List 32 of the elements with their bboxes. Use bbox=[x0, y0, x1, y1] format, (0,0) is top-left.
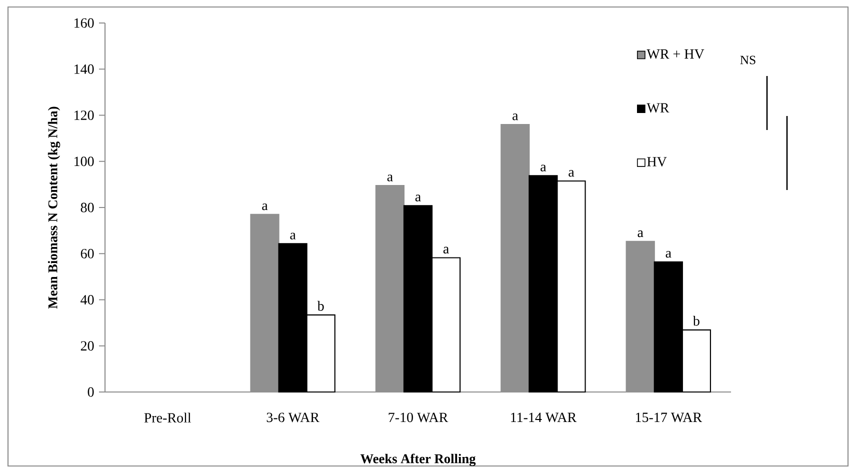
annotation: a bbox=[666, 250, 672, 258]
annotation: a bbox=[290, 232, 296, 240]
annotation: a bbox=[512, 114, 518, 120]
y-tick-label: 20 bbox=[80, 341, 94, 351]
annotation: a bbox=[443, 246, 449, 254]
x-tick-label: 3-6 WAR bbox=[266, 412, 320, 422]
x-tick-label: 11-14 WAR bbox=[511, 412, 577, 422]
x-axis-title: Weeks After Rolling bbox=[360, 454, 476, 466]
y-tick-label: 160 bbox=[74, 18, 94, 28]
y-tick-label: 40 bbox=[80, 295, 94, 304]
y-tick-label: 0 bbox=[88, 387, 94, 397]
annotation: a bbox=[387, 174, 393, 182]
annotation: b bbox=[317, 300, 324, 311]
y-axis-title: Mean Biomass N Content (kg N/ha) bbox=[48, 106, 60, 309]
legend-label: WR bbox=[646, 103, 670, 113]
annotation: b bbox=[692, 316, 700, 326]
annotation: a bbox=[568, 170, 574, 177]
legend-label: WR + HV bbox=[646, 49, 704, 59]
y-tick-label: 80 bbox=[80, 202, 94, 212]
y-tick-label: 60 bbox=[80, 248, 94, 258]
annotation: a bbox=[540, 164, 546, 172]
x-tick-label: 7-10 WAR bbox=[388, 412, 448, 422]
annotation: a bbox=[262, 203, 268, 210]
legend-label: HV bbox=[647, 157, 667, 166]
annotation: a bbox=[415, 194, 421, 202]
y-tick-label: 100 bbox=[74, 156, 94, 166]
y-tick-label: 140 bbox=[74, 64, 94, 74]
x-tick-label: 15-17 WAR bbox=[636, 412, 702, 422]
x-tick-label: Pre-Roll bbox=[144, 412, 192, 423]
annotation: a bbox=[638, 230, 644, 238]
text: NS bbox=[740, 56, 756, 64]
y-tick-label: 120 bbox=[74, 110, 94, 120]
